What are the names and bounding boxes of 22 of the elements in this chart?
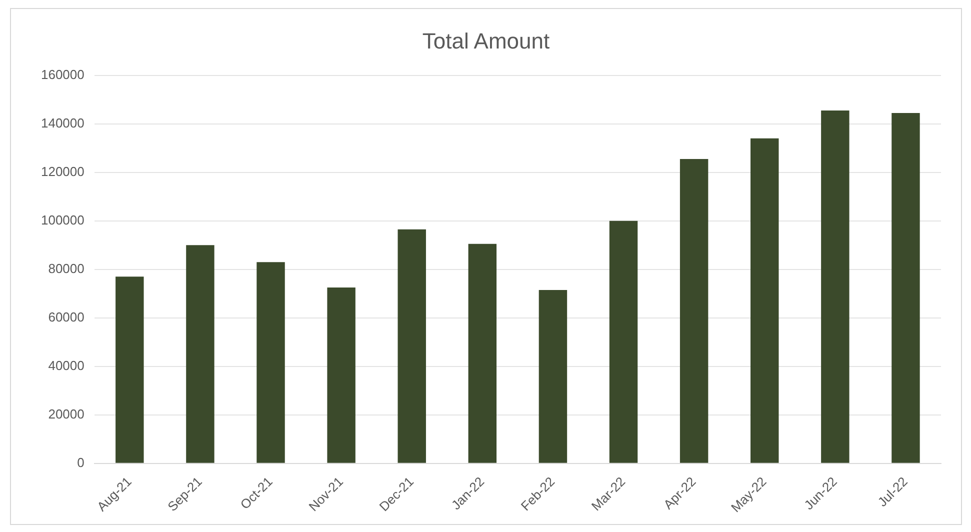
y-tick-label: 120000 [40,164,84,179]
bar [821,110,850,463]
y-tick-label: 20000 [48,406,84,422]
bar [186,245,214,463]
bar [116,276,144,463]
bar [327,288,356,463]
bar [609,220,638,463]
bar [256,262,285,463]
y-tick-label: 140000 [40,115,84,130]
y-tick-label: 80000 [48,260,84,276]
bar [538,290,568,463]
bar [750,138,779,463]
y-tick-label: 160000 [40,66,84,82]
y-tick-label: 60000 [48,309,84,324]
chart-title: Total Amount [422,28,550,54]
y-tick-label: 100000 [40,212,84,228]
bar [398,229,426,463]
bar [680,159,708,463]
bar [468,244,497,463]
bar [892,112,920,463]
y-tick-label: 0 [77,454,84,470]
y-tick-label: 40000 [48,358,84,373]
